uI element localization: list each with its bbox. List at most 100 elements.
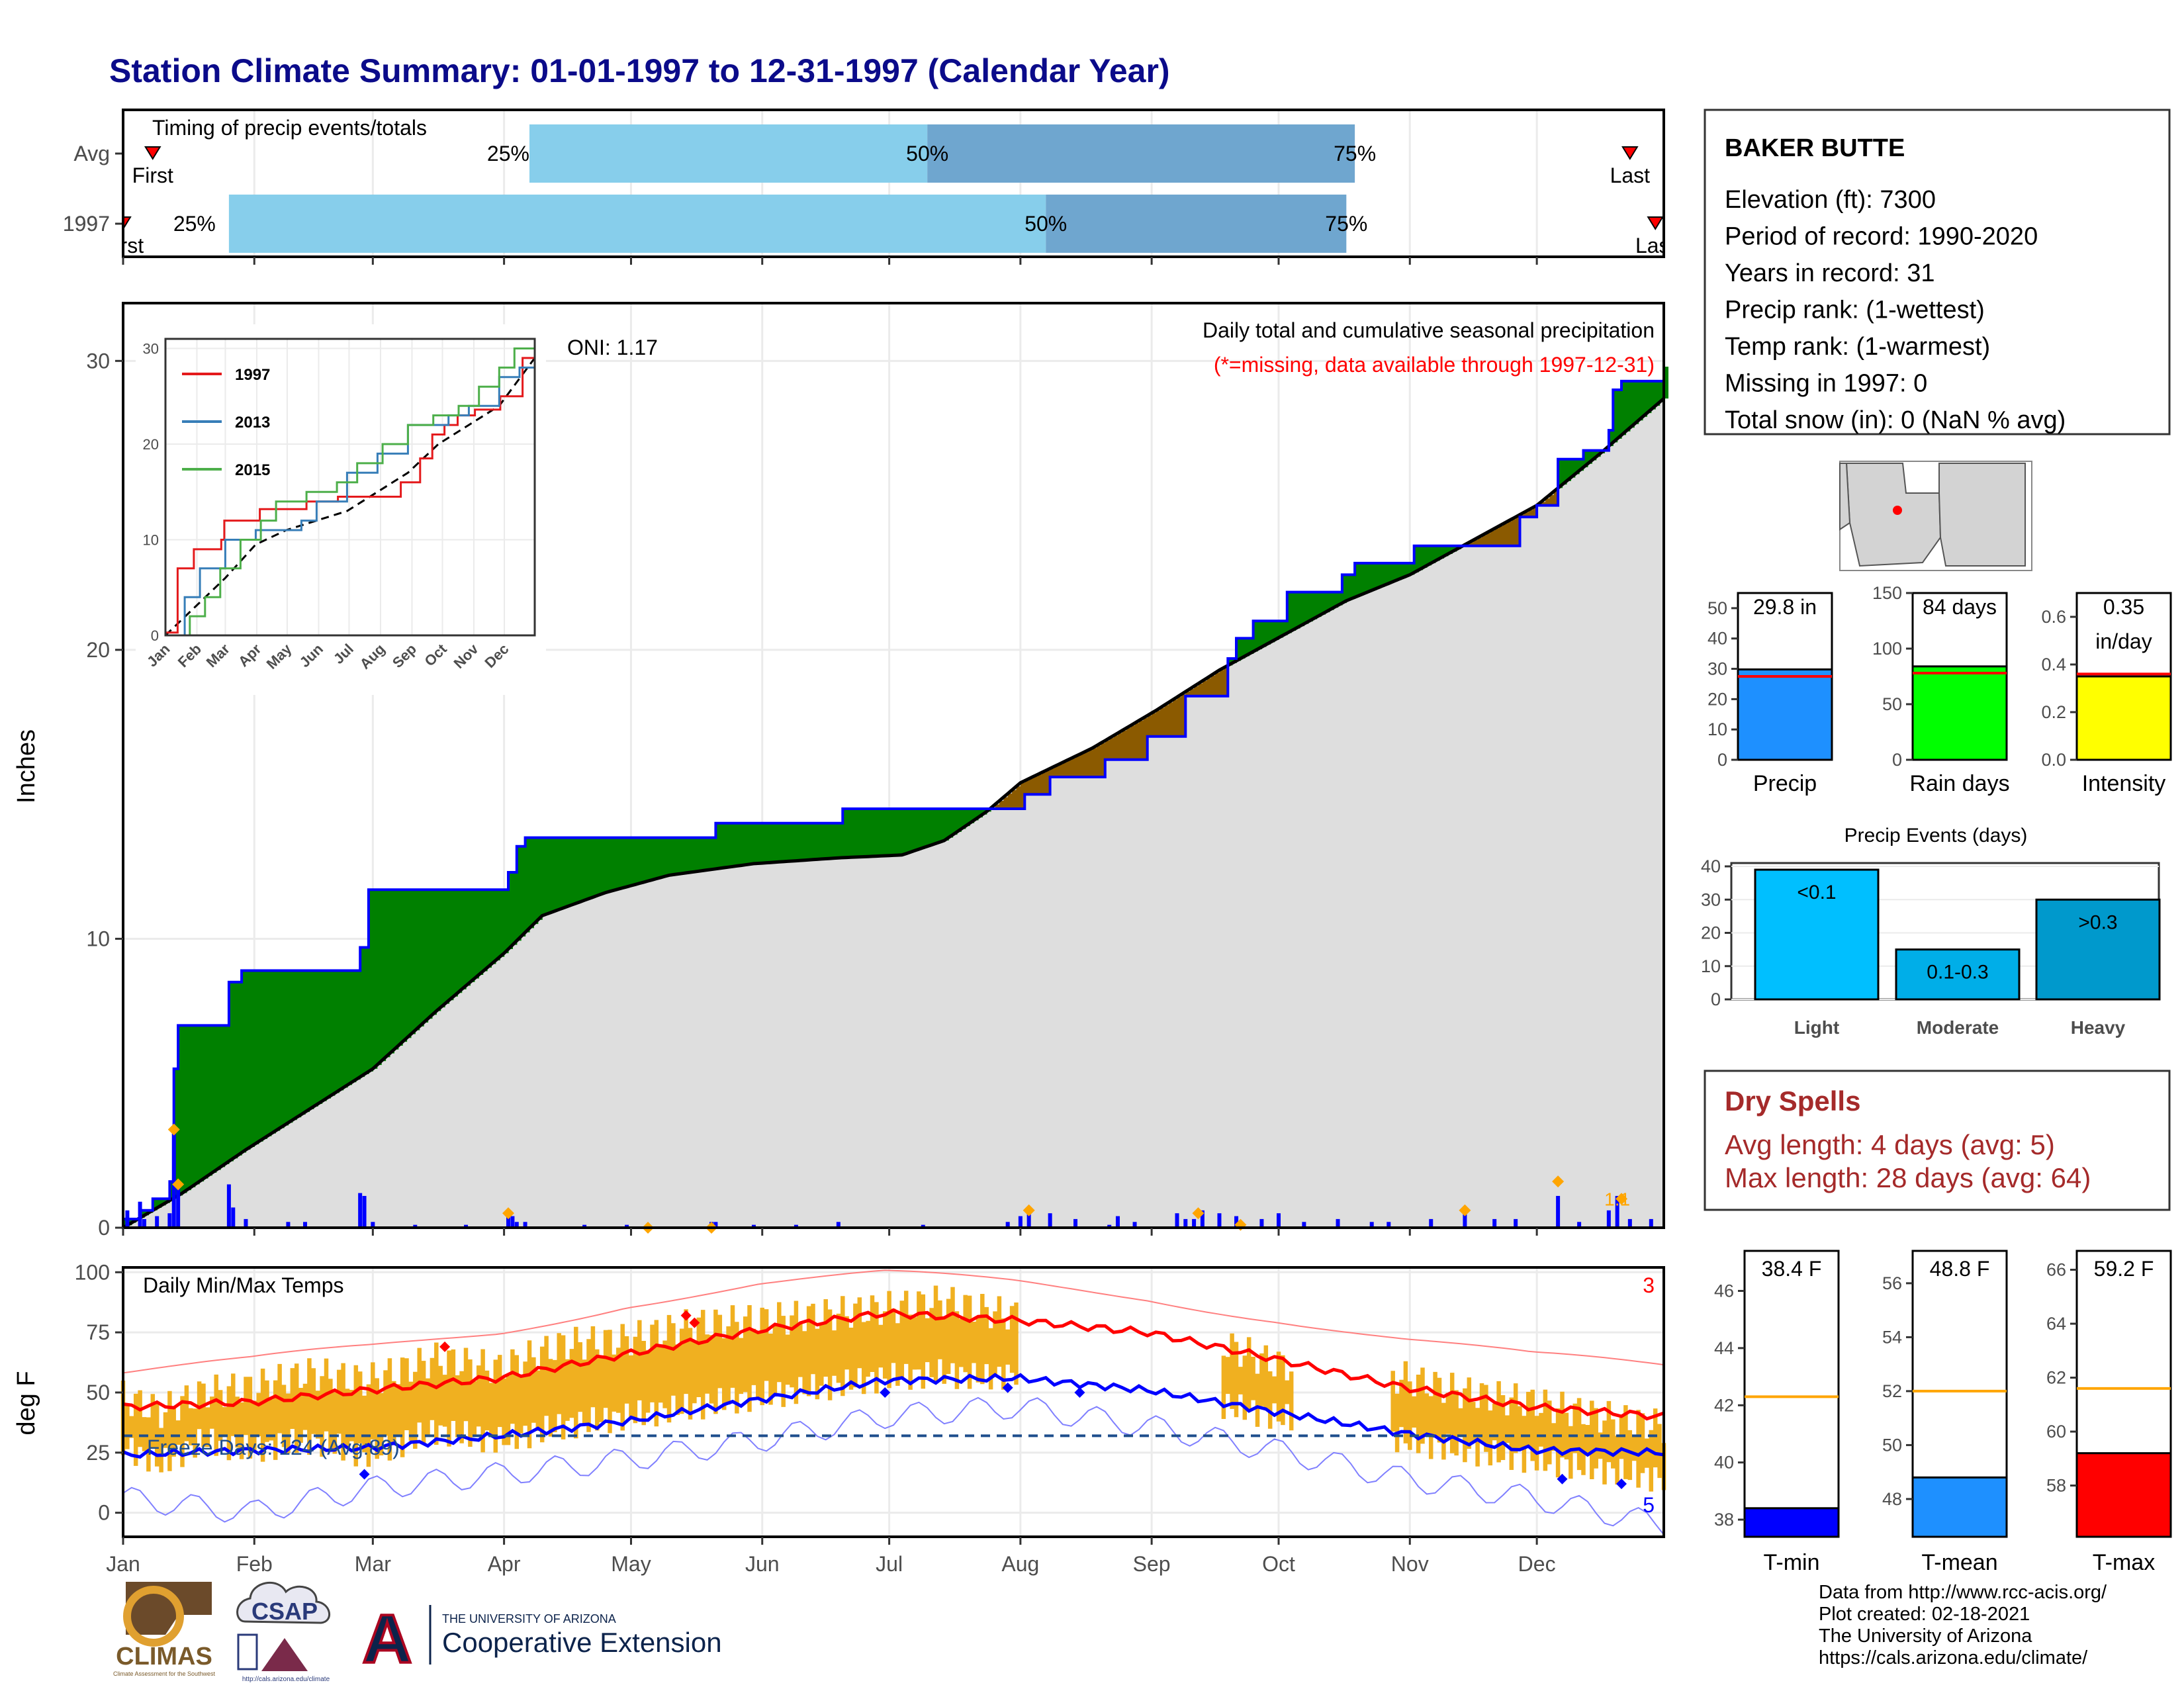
daily-precip-bar [1649, 1218, 1653, 1228]
station-box-frame [1704, 109, 2171, 435]
timing-bar-q2 [228, 195, 1046, 253]
daily-precip-bar [1606, 1210, 1611, 1228]
climas-logo-text: CLIMAS [116, 1643, 212, 1670]
summary-bar-value-label: 0.35 [2103, 595, 2144, 619]
daily-precip-bar [1387, 1222, 1391, 1228]
timing-bar-q2 [529, 124, 928, 183]
credit-line: The University of Arizona [1819, 1625, 2032, 1647]
temp-bar-y-tick-label: 62 [2046, 1368, 2066, 1388]
record-high-marker [680, 1310, 692, 1321]
temp-bar-y-tick-label: 44 [1714, 1338, 1734, 1358]
precip-events-bar-label: >0.3 [2078, 911, 2117, 933]
timing-pct-label: 75% [1325, 212, 1367, 236]
month-label: Nov [1391, 1552, 1429, 1576]
last-event-marker [1647, 216, 1664, 230]
temp-bar-y-tick-label: 60 [2046, 1422, 2066, 1441]
summary-y-tick-label: 150 [1872, 583, 1902, 603]
temp-bar-y-tick-label: 46 [1714, 1281, 1734, 1301]
page-title: Station Climate Summary: 01-01-1997 to 1… [109, 52, 1170, 89]
precip-events-panel: Precip Events (days) 0 10 20 30 40 <0.1 Light 0.… [1701, 825, 2161, 1038]
precip-event-marker [1459, 1204, 1471, 1216]
daily-precip-bar [231, 1207, 236, 1228]
summary-y-tick-label: 0.4 [2041, 655, 2066, 674]
timing-pct-label: 25% [173, 212, 216, 236]
ua-logo-letter: A [362, 1601, 412, 1678]
inset-y-tick-label: 0 [151, 627, 159, 644]
timing-title: Timing of precip events/totals [152, 116, 427, 140]
credits: Data from http://www.rcc-acis.org/ Plot … [1819, 1582, 2107, 1669]
daily-precip-bar [1018, 1216, 1023, 1228]
precip-events-category: Light [1794, 1017, 1839, 1038]
precip-events-bar-light [1754, 868, 1880, 1001]
summary-y-tick-label: 0 [1717, 750, 1727, 770]
summary-y-tick-label: 30 [1707, 659, 1727, 679]
precip-event-marker [502, 1207, 514, 1220]
daily-precip-bar [921, 1224, 925, 1228]
station-info-line: Total snow (in): 0 (NaN % avg) [1725, 406, 2066, 434]
month-label: Jun [745, 1552, 780, 1576]
record-high-line [122, 1269, 1664, 1374]
daily-precip-bar [138, 1201, 142, 1228]
timing-pct-label: 50% [1024, 212, 1067, 236]
inset-legend-label: 2013 [235, 414, 270, 432]
average-cumulative-line [122, 397, 1665, 1230]
precip-event-marker [172, 1178, 185, 1191]
timing-pct-label: 75% [1334, 142, 1376, 165]
last-event-label: Last [1610, 163, 1651, 187]
daily-precip-bar [1005, 1222, 1010, 1228]
station-location-marker [1893, 506, 1902, 515]
daily-precip-bar [1132, 1222, 1137, 1228]
precip-annotation-missing: (*=missing, data available through 1997-… [1214, 353, 1655, 377]
daily-precip-bar [836, 1222, 841, 1228]
record-high-marker [439, 1341, 451, 1352]
summary-y-tick-label: 0.2 [2041, 702, 2066, 722]
average-tmax-line [122, 1308, 1664, 1421]
precip-event-marker [1552, 1175, 1565, 1188]
daily-precip-bar [1259, 1218, 1264, 1228]
precip-events-y-tick-label: 30 [1701, 890, 1721, 909]
station-info-box: BAKER BUTTE Elevation (ft): 7300 Period of… [1704, 109, 2171, 435]
month-label: May [611, 1552, 651, 1576]
climas-logo-shape [126, 1582, 212, 1635]
temp-panel: Daily Min/Max Temps Freeze Days: 124 (Avg… [13, 1260, 1666, 1576]
inset-series-1997 [165, 348, 536, 634]
daily-precip-bar [582, 1224, 587, 1228]
month-label: Feb [236, 1552, 273, 1576]
daily-precip-bar [244, 1218, 248, 1228]
precip-annotation-title: Daily total and cumulative seasonal prec… [1203, 318, 1655, 342]
observed-cumulative-line [123, 367, 1665, 1220]
summary-bar-value-label: 29.8 in [1753, 595, 1817, 619]
temp-bar-label: T-min [1764, 1550, 1820, 1575]
timing-pct-label: 25% [487, 142, 529, 165]
summary-bar-value-label: in/day [2095, 629, 2152, 653]
oni-label: ONI: 1.17 [567, 336, 658, 359]
timing-frame [122, 109, 1665, 258]
daily-precip-bar [125, 1210, 130, 1228]
daily-precip-bar [413, 1224, 418, 1228]
temp-bar-y-tick-label: 56 [1882, 1273, 1902, 1293]
precip-events-bar-moderate [1895, 948, 2021, 1001]
inset-y-tick-label: 10 [143, 531, 159, 548]
temp-bar-y-tick-label: 38 [1714, 1510, 1734, 1530]
daily-precip-bar [1463, 1210, 1467, 1228]
precip-events-y-tick-label: 10 [1701, 956, 1721, 976]
record-low-marker [1557, 1473, 1568, 1485]
daily-precip-bar [751, 1224, 756, 1228]
precip-events-y-tick-label: 40 [1701, 856, 1721, 876]
daily-precip-bar [1026, 1210, 1031, 1228]
daily-precip-bar [1217, 1213, 1222, 1228]
daily-precip-bar [713, 1222, 718, 1228]
precip-events-y-tick-label: 0 [1711, 989, 1721, 1009]
temp-bar-y-tick-label: 54 [1882, 1327, 1902, 1347]
summary-bar-label: Rain days [1909, 771, 2009, 796]
precip-events-bar-label: <0.1 [1797, 882, 1836, 903]
temp-bar-value-label: 59.2 F [2094, 1257, 2154, 1281]
temp-bar-y-tick-label: 48 [1882, 1489, 1902, 1509]
daily-precip-bar [506, 1213, 510, 1228]
precip-y-axis-label: Inches [13, 729, 40, 803]
daily-precip-bar [1107, 1224, 1112, 1228]
month-label: Mar [355, 1552, 391, 1576]
month-label: Oct [1262, 1552, 1295, 1576]
inset-background [136, 324, 546, 695]
